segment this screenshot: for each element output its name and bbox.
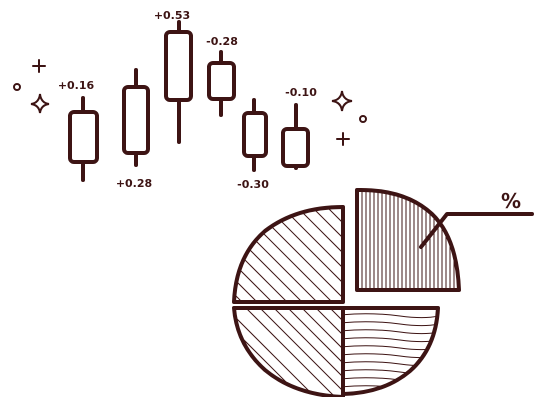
percent-symbol: % <box>501 189 521 213</box>
candle-2 <box>122 68 150 167</box>
candle-label-5: -0.30 <box>237 178 269 191</box>
candle-label-4: -0.28 <box>206 35 238 48</box>
candle-label-2: +0.28 <box>116 177 152 190</box>
candle-label-6: -0.10 <box>285 86 317 99</box>
small-circle-icon <box>359 115 367 123</box>
candlestick-chart <box>68 20 310 182</box>
candle-3 <box>164 20 193 144</box>
callout-line <box>419 212 534 249</box>
candle-6 <box>281 103 310 170</box>
pie-slice-bottom-right <box>341 306 440 396</box>
sparkle-icon <box>30 93 50 114</box>
plus-icon <box>336 132 350 146</box>
pie-chart <box>232 187 534 397</box>
pie-slice-top-right <box>355 187 461 292</box>
plus-icon <box>32 59 46 73</box>
pie-slice-bottom-left <box>232 306 345 397</box>
sparkle-icon <box>331 90 353 112</box>
small-circle-icon <box>13 83 21 91</box>
candle-5 <box>242 98 268 172</box>
candle-4 <box>207 50 236 117</box>
candle-label-3: +0.53 <box>154 9 190 22</box>
decorations <box>13 59 367 146</box>
candle-label-1: +0.16 <box>58 79 95 92</box>
candle-1 <box>68 96 99 182</box>
